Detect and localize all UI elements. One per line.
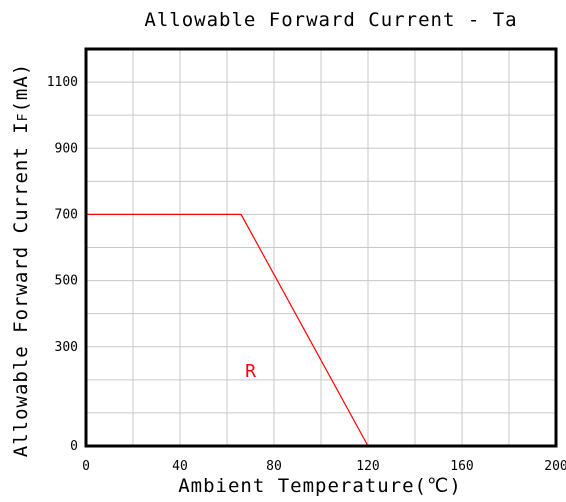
x-tick-label-2: 80 — [266, 459, 282, 474]
y-axis-label-main: Allowable Forward Current I — [10, 121, 32, 457]
tick-labels: 0 40 80 120 160 200 0 300 500 700 900 1100 — [47, 75, 566, 474]
x-tick-label-1: 40 — [172, 459, 188, 474]
y-tick-label-0: 0 — [70, 439, 78, 454]
plot-frame — [84, 47, 558, 448]
series-line-R — [86, 213, 369, 447]
grid — [86, 49, 556, 446]
series-label-R: R — [245, 361, 256, 382]
x-tick-label-3: 120 — [356, 459, 379, 474]
y-tick-label-2: 500 — [55, 274, 78, 289]
y-axis-label: Allowable Forward Current IF(mA) — [10, 63, 32, 457]
x-tick-label-0: 0 — [82, 459, 90, 474]
y-tick-label-1: 300 — [55, 340, 78, 355]
y-tick-label-3: 700 — [55, 207, 78, 222]
y-tick-label-4: 900 — [55, 141, 78, 156]
x-axis-label: Ambient Temperature(℃) — [178, 475, 462, 497]
x-tick-label-5: 200 — [544, 459, 566, 474]
series-layer: R — [86, 213, 369, 447]
y-axis-label-subscript: F — [16, 113, 31, 122]
y-tick-label-5: 1100 — [47, 75, 78, 90]
x-tick-label-4: 160 — [450, 459, 473, 474]
y-axis-label-unit: (mA) — [10, 63, 32, 113]
chart-title: Allowable Forward Current - Ta — [144, 9, 517, 31]
